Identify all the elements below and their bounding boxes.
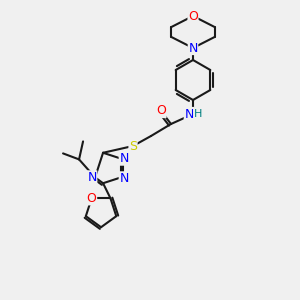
Text: H: H: [194, 109, 202, 119]
Text: N: N: [184, 107, 194, 121]
Text: N: N: [119, 172, 129, 185]
Text: N: N: [87, 171, 97, 184]
Text: N: N: [188, 41, 198, 55]
Text: O: O: [87, 192, 97, 205]
Text: O: O: [156, 104, 166, 118]
Text: S: S: [129, 140, 137, 152]
Text: N: N: [119, 152, 129, 165]
Text: O: O: [188, 10, 198, 22]
